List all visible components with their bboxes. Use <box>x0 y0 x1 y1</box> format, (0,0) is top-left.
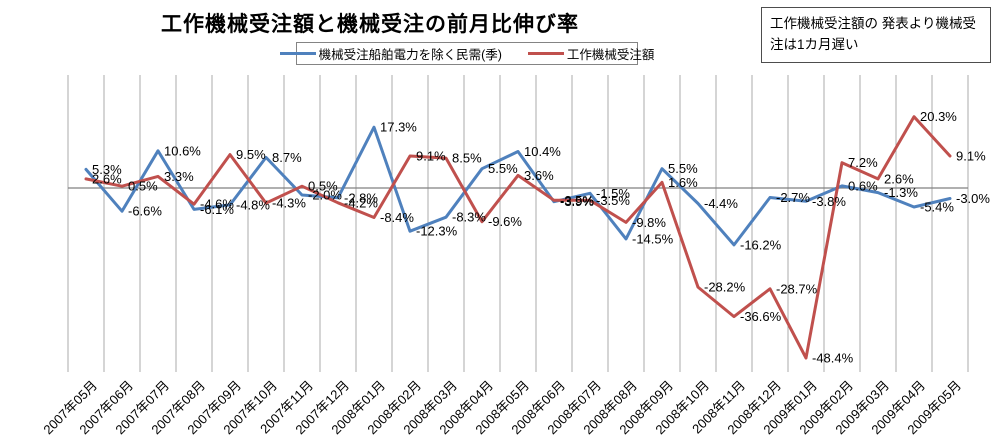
data-label-s0: 8.7% <box>272 150 302 165</box>
data-label-s0: 0.6% <box>848 178 878 193</box>
data-label-s1: 20.3% <box>920 109 957 124</box>
data-label-s1: -28.7% <box>776 281 818 296</box>
data-label-s1: -28.2% <box>704 280 746 295</box>
data-label-s1: -48.4% <box>812 351 854 366</box>
data-label-s1: 1.6% <box>668 175 698 190</box>
data-label-s1: -4.2% <box>344 195 378 210</box>
data-label-s1: 9.1% <box>956 149 986 164</box>
data-label-s1: 3.3% <box>164 169 194 184</box>
series-line-1 <box>84 115 952 360</box>
data-label-s0: -12.3% <box>416 224 458 239</box>
data-label-s1: 8.5% <box>452 151 482 166</box>
data-label-s1: -9.8% <box>632 215 666 230</box>
legend-item-machinery-orders: 機械受注船舶電力を除く民需(季) <box>279 44 502 63</box>
annotation-note: 工作機械受注額の 発表より機械受注は1カ月遅い <box>761 7 991 63</box>
data-label-s0: -16.2% <box>740 237 782 252</box>
data-label-s0: 5.5% <box>668 161 698 176</box>
data-label-s1: 9.1% <box>416 149 446 164</box>
data-label-s0: -1.3% <box>884 185 918 200</box>
data-label-s0: 5.3% <box>92 162 122 177</box>
data-label-s1: 3.6% <box>524 168 554 183</box>
data-label-s0: -8.3% <box>452 210 486 225</box>
data-label-s0: 10.4% <box>524 144 561 159</box>
data-label-s1: 9.5% <box>236 147 266 162</box>
data-label-s1: -3.5% <box>596 193 630 208</box>
data-label-s1: -8.4% <box>380 210 414 225</box>
data-label-s1: -4.3% <box>272 196 306 211</box>
data-label-s0: -4.8% <box>236 197 270 212</box>
data-label-s0: -14.5% <box>632 231 674 246</box>
data-label-s1: 0.5% <box>128 179 158 194</box>
data-label-s0: -3.0% <box>956 191 990 206</box>
data-label-s0: -2.8% <box>344 190 378 205</box>
series-line-0 <box>84 125 952 247</box>
data-label-s0: -4.4% <box>704 196 738 211</box>
data-label-s1: 2.6% <box>92 171 122 186</box>
data-label-s1: -36.6% <box>740 309 782 324</box>
data-label-s1: 2.6% <box>884 171 914 186</box>
data-label-s1: -3.5% <box>560 193 594 208</box>
legend-label-machine-tool-orders: 工作機械受注額 <box>566 48 655 62</box>
data-label-s0: -3.9% <box>560 194 594 209</box>
data-label-s0: -6.1% <box>200 202 234 217</box>
data-label-s0: -6.6% <box>128 204 162 219</box>
data-label-s0: -3.8% <box>812 194 846 209</box>
chart-title: 工作機械受注額と機械受注の前月比伸び率 <box>161 13 579 36</box>
data-label-s0: 5.5% <box>488 161 518 176</box>
data-label-s0: -1.5% <box>596 186 630 201</box>
legend-label-machinery-orders: 機械受注船舶電力を除く民需(季) <box>318 48 502 62</box>
data-label-s0: 10.6% <box>164 143 201 158</box>
legend-item-machine-tool-orders: 工作機械受注額 <box>527 44 655 63</box>
legend-line-sample-red <box>527 52 564 55</box>
data-label-s1: 7.2% <box>848 155 878 170</box>
data-label-s0: 17.3% <box>380 120 417 135</box>
legend: 機械受注船舶電力を除く民需(季) 工作機械受注額 <box>279 42 654 65</box>
data-label-s1: -9.6% <box>488 214 522 229</box>
data-label-s1: -4.6% <box>200 197 234 212</box>
legend-line-sample-blue <box>279 52 316 55</box>
data-label-s0: -5.4% <box>920 200 954 215</box>
data-label-s0: -2.7% <box>776 190 810 205</box>
data-label-s1: 0.5% <box>308 179 338 194</box>
data-label-s0: -2.0% <box>308 188 342 203</box>
